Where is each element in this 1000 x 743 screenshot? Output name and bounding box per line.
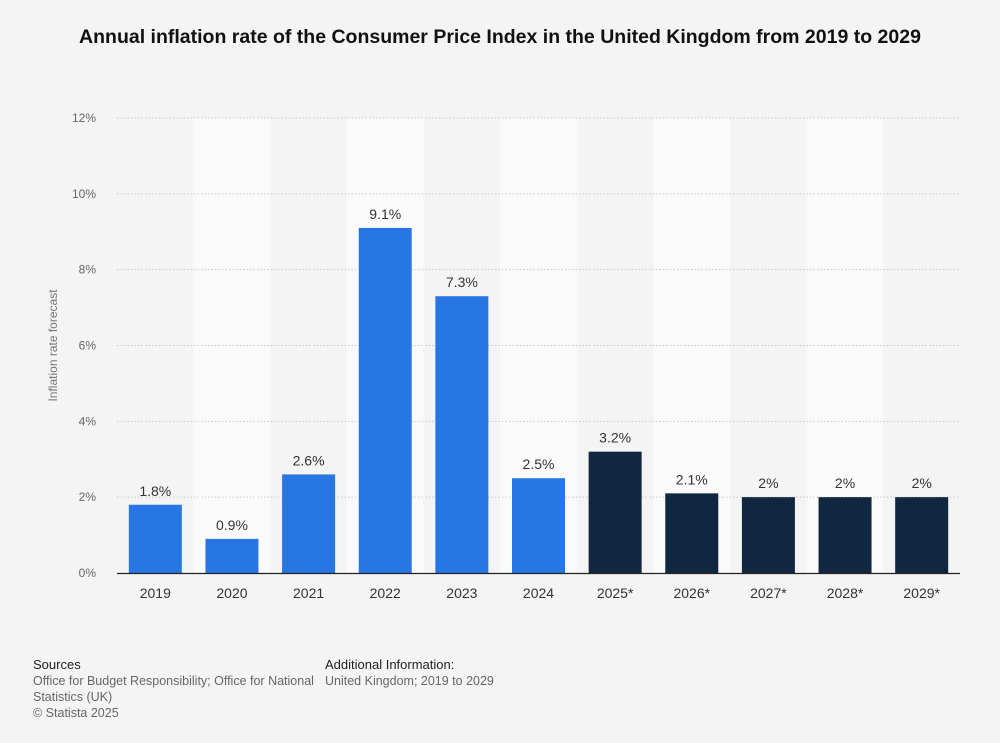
bar-2024[interactable]	[512, 478, 565, 573]
x-axis-ticks: 2019 2020 2021 2022 2023 2024 2025* 2026* 2027* 2…	[140, 585, 941, 601]
bar-chart: 0% 2% 4% 6% 8% 10% 12% 1.8% 0.9% 2.6% 9.1% 7.3% 2.5…	[46, 111, 960, 601]
bar-2022[interactable]	[358, 227, 412, 574]
bar-2023[interactable]	[435, 296, 489, 573]
sources-heading: Sources	[33, 657, 81, 672]
chart-title: Annual inflation rate of the Consumer Pr…	[79, 26, 921, 48]
y-axis-label: Inflation rate forecast	[46, 289, 60, 402]
y-tick-label: 2%	[79, 490, 97, 504]
x-tick-label: 2027*	[750, 585, 787, 601]
x-tick-label: 2029*	[903, 585, 940, 601]
x-tick-label: 2028*	[827, 585, 864, 601]
bar-2027-forecast[interactable]	[741, 497, 795, 573]
bar-2029-forecast[interactable]	[895, 497, 949, 573]
data-label: 7.3%	[446, 274, 478, 290]
y-tick-label: 4%	[79, 414, 97, 428]
data-label: 3.2%	[599, 430, 631, 446]
x-tick-label: 2022	[370, 585, 401, 601]
x-tick-label: 2026*	[673, 585, 710, 601]
sources-text[interactable]: Office for Budget Responsibility; Office…	[33, 674, 314, 704]
x-tick-label: 2021	[293, 585, 324, 601]
additional-info-text: United Kingdom; 2019 to 2029	[325, 674, 494, 688]
data-label: 9.1%	[369, 206, 401, 222]
y-tick-label: 6%	[79, 339, 97, 353]
y-tick-label: 0%	[79, 566, 97, 580]
data-label: 1.8%	[139, 483, 171, 499]
bar-2021[interactable]	[282, 474, 336, 573]
x-tick-label: 2025*	[597, 585, 634, 601]
y-axis-ticks: 0% 2% 4% 6% 8% 10% 12%	[72, 111, 96, 580]
y-tick-label: 8%	[79, 263, 97, 277]
data-label: 2.6%	[293, 452, 325, 468]
data-label: 2.5%	[523, 456, 555, 472]
data-label: 2%	[835, 475, 855, 491]
data-label: 2%	[912, 475, 932, 491]
bars	[128, 227, 949, 574]
x-tick-label: 2023	[446, 585, 477, 601]
y-tick-label: 12%	[72, 111, 96, 125]
x-tick-label: 2020	[216, 585, 247, 601]
data-label: 2%	[758, 475, 778, 491]
data-label: 2.1%	[676, 471, 708, 487]
bar-2026-forecast[interactable]	[665, 493, 719, 573]
bar-2025-forecast[interactable]	[588, 451, 642, 573]
gridlines	[117, 117, 960, 498]
data-label: 0.9%	[216, 517, 248, 533]
x-tick-label: 2019	[140, 585, 171, 601]
data-labels: 1.8% 0.9% 2.6% 9.1% 7.3% 2.5% 3.2% 2.1% 2% 2% 2%	[139, 206, 931, 533]
bar-2019[interactable]	[128, 504, 182, 573]
y-tick-label: 10%	[72, 187, 96, 201]
sources-section: Sources Office for Budget Responsibility…	[33, 657, 318, 721]
additional-info-section: Additional Information: United Kingdom; …	[325, 657, 625, 689]
additional-info-heading: Additional Information:	[325, 657, 455, 672]
bar-2028-forecast[interactable]	[818, 497, 872, 573]
copyright-text: © Statista 2025	[33, 706, 119, 720]
bar-2020[interactable]	[205, 538, 259, 573]
x-tick-label: 2024	[523, 585, 554, 601]
